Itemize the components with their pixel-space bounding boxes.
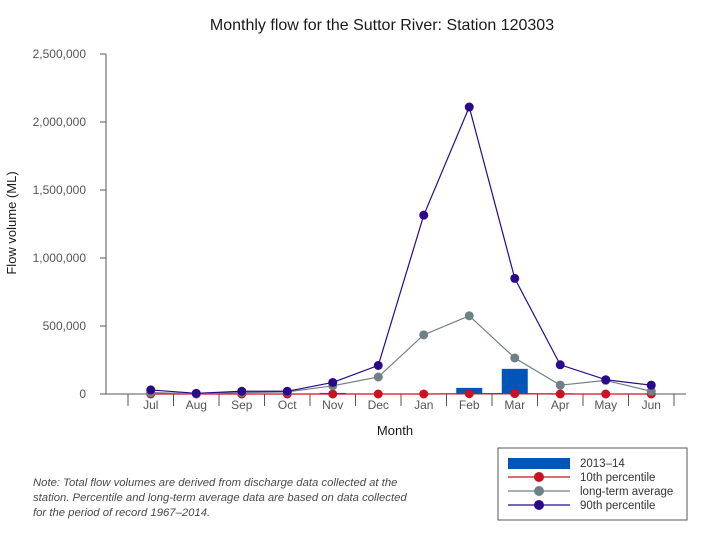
x-tick-label: Jul bbox=[143, 398, 158, 412]
point-90th-percentile-may bbox=[601, 375, 611, 385]
legend-label-2013-14: 2013–14 bbox=[580, 458, 625, 470]
x-tick-label: Mar bbox=[504, 398, 525, 412]
x-tick-label: Dec bbox=[368, 398, 389, 412]
legend-label-long-term-average: long-term average bbox=[580, 486, 673, 498]
line-long-term-average bbox=[150, 315, 652, 395]
point-10th-percentile-nov bbox=[328, 389, 338, 399]
x-tick-label: Feb bbox=[459, 398, 480, 412]
legend-swatch-2013-14 bbox=[508, 458, 570, 469]
y-tick-label: 0 bbox=[79, 387, 86, 401]
point-10th-percentile-mar bbox=[510, 389, 520, 399]
point-90th-percentile-aug bbox=[191, 388, 201, 398]
x-tick-label: Nov bbox=[322, 398, 343, 412]
line-series bbox=[146, 102, 656, 399]
point-10th-percentile-feb bbox=[464, 389, 474, 399]
point-90th-percentile-mar bbox=[510, 273, 520, 283]
point-10th-percentile-jan bbox=[419, 389, 429, 399]
y-axis-label: Flow volume (ML) bbox=[4, 171, 19, 274]
x-tick-label: May bbox=[594, 398, 617, 412]
y-tick-label: 1,500,000 bbox=[33, 183, 87, 197]
y-tick-label: 2,000,000 bbox=[33, 115, 87, 129]
point-long-term-average-mar bbox=[510, 353, 520, 363]
y-tick-label: 1,000,000 bbox=[33, 251, 87, 265]
x-ticks: Jul Aug Sep Oct Nov Dec Jan Feb Mar Apr May Jun bbox=[127, 394, 675, 412]
legend-label-10th-percentile: 10th percentile bbox=[580, 472, 655, 484]
chart-note: Note: Total flow volumes are derived fro… bbox=[33, 477, 407, 519]
x-axis-label: Month bbox=[377, 423, 413, 438]
x-tick-label: Aug bbox=[186, 398, 207, 412]
x-tick-label: Jan bbox=[414, 398, 433, 412]
point-90th-percentile-sep bbox=[237, 386, 247, 396]
legend-marker-long-term-average bbox=[534, 486, 544, 496]
y-tick-label: 500,000 bbox=[43, 319, 87, 333]
point-90th-percentile-jun bbox=[646, 380, 656, 390]
chart-title: Monthly flow for the Suttor River: Stati… bbox=[210, 17, 554, 34]
x-tick-label: Apr bbox=[551, 398, 570, 412]
point-90th-percentile-nov bbox=[328, 377, 338, 387]
point-90th-percentile-apr bbox=[555, 360, 565, 370]
point-long-term-average-jan bbox=[419, 330, 429, 340]
legend-marker-10th-percentile bbox=[534, 472, 544, 482]
point-90th-percentile-dec bbox=[373, 360, 383, 370]
point-long-term-average-apr bbox=[555, 380, 565, 390]
point-10th-percentile-may bbox=[601, 389, 611, 399]
point-long-term-average-dec bbox=[373, 372, 383, 382]
point-10th-percentile-apr bbox=[555, 389, 565, 399]
legend: 2013–14 10th percentile long-term averag… bbox=[497, 447, 688, 521]
point-90th-percentile-jan bbox=[419, 210, 429, 220]
point-90th-percentile-oct bbox=[282, 386, 292, 396]
legend-label-90th-percentile: 90th percentile bbox=[580, 500, 655, 512]
point-90th-percentile-jul bbox=[146, 385, 156, 395]
x-tick-label: Oct bbox=[278, 398, 297, 412]
x-tick-label: Jun bbox=[642, 398, 661, 412]
y-tick-label: 2,500,000 bbox=[33, 47, 87, 61]
x-tick-label: Sep bbox=[231, 398, 253, 412]
point-90th-percentile-feb bbox=[464, 102, 474, 112]
line-90th-percentile bbox=[150, 105, 652, 394]
point-10th-percentile-dec bbox=[373, 389, 383, 399]
y-ticks: 0 500,000 1,000,000 1,500,000 2,000,000 2,500… bbox=[33, 47, 106, 401]
point-long-term-average-feb bbox=[464, 311, 474, 321]
legend-marker-90th-percentile bbox=[534, 500, 544, 510]
